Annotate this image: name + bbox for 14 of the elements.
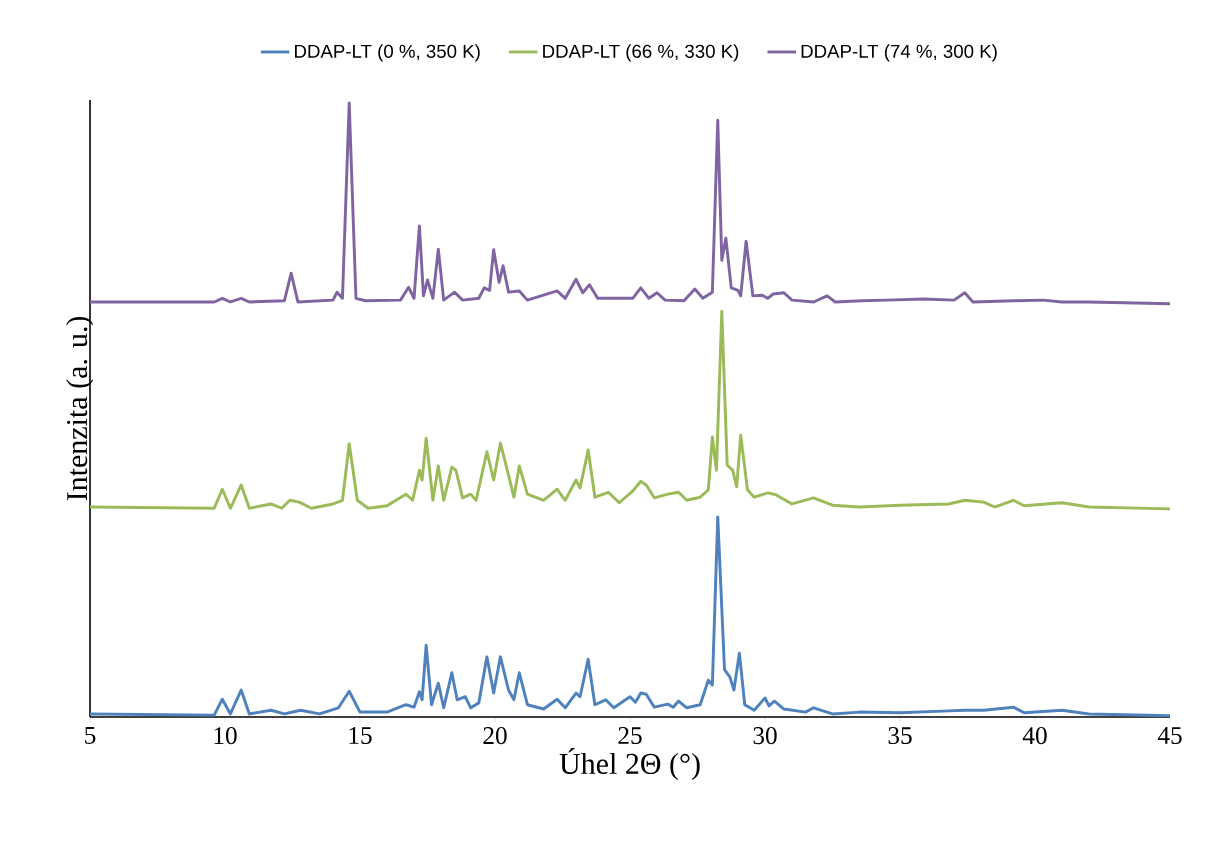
x-tick-label: 25 [618,727,642,745]
x-tick-label: 45 [1157,727,1182,744]
x-tick-label: 20 [483,727,507,745]
legend-label: DDAP-LT (74 %, 300 K) [801,44,997,62]
x-tick-label: 10 [214,727,237,745]
legend-label: DDAP-LT (66 %, 330 K) [543,44,739,62]
x-tick-label: 15 [349,727,372,745]
x-tick-label: 40 [1022,727,1047,745]
x-tick-label: 30 [753,727,777,745]
y-axis-title: Intenzita (a. u.) [66,316,94,501]
x-axis-title: Úhel 2Θ (°) [559,747,700,781]
x-tick-label: 35 [888,727,912,745]
x-tick-label: 5 [85,727,96,744]
legend-label: DDAP-LT (0 %, 350 K) [295,44,480,62]
